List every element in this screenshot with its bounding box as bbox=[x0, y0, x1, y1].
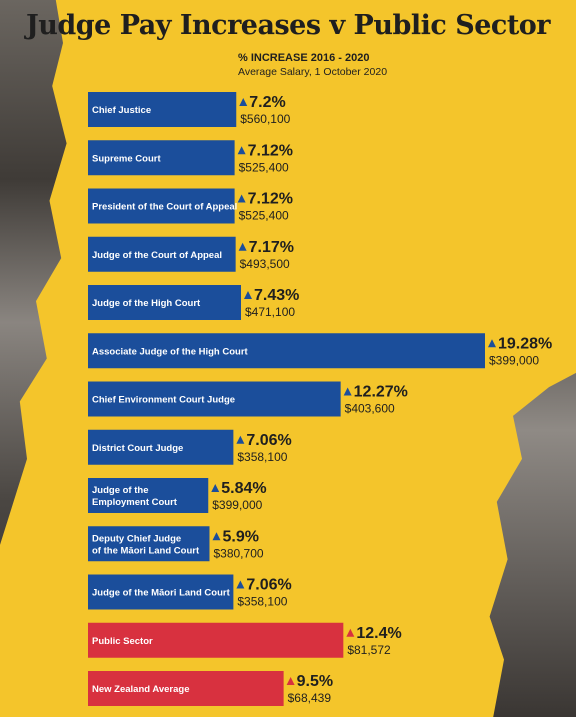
average-salary-label: $525,400 bbox=[239, 209, 289, 223]
bar-category-label: Judge of the High Court bbox=[92, 298, 201, 309]
bar bbox=[88, 622, 344, 658]
average-salary-label: $493,500 bbox=[240, 257, 290, 271]
average-salary-label: $399,000 bbox=[489, 353, 539, 367]
bar-category-label: District Court Judge bbox=[92, 443, 183, 454]
bar bbox=[88, 92, 237, 127]
percent-increase-label: 7.06% bbox=[246, 432, 291, 449]
percent-increase-label: 19.28% bbox=[498, 335, 552, 352]
average-salary-label: $358,100 bbox=[237, 450, 287, 464]
percent-increase-label: 5.9% bbox=[222, 528, 258, 545]
increase-arrow-red-icon bbox=[286, 677, 295, 685]
percent-increase-label: 5.84% bbox=[221, 480, 266, 497]
percent-increase-label: 7.2% bbox=[249, 94, 285, 111]
bar bbox=[88, 671, 284, 706]
bar-category-label: New Zealand Average bbox=[92, 684, 190, 695]
bar bbox=[88, 429, 234, 465]
bar-category-label: Chief Environment Court Judge bbox=[92, 395, 235, 406]
bar-category-label: Judge of the Court of Appeal bbox=[92, 250, 222, 261]
bar-category-label: Employment Court bbox=[92, 497, 178, 508]
percent-increase-label: 7.12% bbox=[248, 142, 293, 159]
bar bbox=[88, 574, 234, 610]
bar-category-label: Public Sector bbox=[92, 636, 153, 647]
increase-arrow-blue-icon bbox=[238, 242, 247, 251]
average-salary-label: $358,100 bbox=[237, 595, 287, 609]
bar-category-label: Associate Judge of the High Court bbox=[92, 346, 249, 357]
bar-category-label: Deputy Chief Judge bbox=[92, 533, 181, 544]
bar bbox=[88, 140, 235, 176]
bar bbox=[88, 526, 210, 562]
average-salary-label: $81,572 bbox=[347, 643, 391, 657]
bar-category-label: Judge of the Māori Land Court bbox=[92, 588, 231, 599]
chart-title: Judge Pay Increases v Public Sector bbox=[25, 10, 551, 41]
average-salary-label: $399,000 bbox=[212, 498, 262, 512]
increase-arrow-blue-icon bbox=[243, 291, 252, 299]
increase-arrow-blue-icon bbox=[237, 146, 246, 155]
bar-category-label: Supreme Court bbox=[92, 153, 161, 164]
average-salary-label: $525,400 bbox=[239, 160, 289, 174]
percent-increase-label: 9.5% bbox=[297, 673, 333, 690]
bar-category-label: Chief Justice bbox=[92, 105, 151, 116]
increase-arrow-blue-icon bbox=[237, 194, 246, 203]
bar bbox=[88, 478, 209, 513]
percent-increase-label: 12.27% bbox=[354, 384, 408, 401]
increase-arrow-blue-icon bbox=[212, 532, 221, 541]
increase-arrow-blue-icon bbox=[236, 580, 245, 589]
bar bbox=[88, 381, 341, 417]
percent-increase-label: 7.06% bbox=[246, 577, 291, 594]
increase-arrow-red-icon bbox=[346, 628, 355, 637]
increase-arrow-blue-icon bbox=[239, 98, 248, 106]
percent-increase-label: 7.17% bbox=[249, 239, 294, 256]
average-salary-label: $471,100 bbox=[245, 305, 295, 319]
bar-category-label: of the Māori Land Court bbox=[92, 545, 200, 556]
average-salary-label: $380,700 bbox=[213, 546, 263, 560]
bar bbox=[88, 236, 236, 272]
percent-increase-label: 12.4% bbox=[356, 625, 401, 642]
percent-increase-label: 7.12% bbox=[248, 191, 293, 208]
average-salary-label: $403,600 bbox=[345, 402, 395, 416]
bar-category-label: President of the Court of Appeal bbox=[92, 202, 237, 213]
increase-arrow-blue-icon bbox=[343, 387, 352, 396]
increase-arrow-blue-icon bbox=[211, 484, 220, 492]
average-salary-label: $68,439 bbox=[288, 691, 332, 705]
increase-arrow-blue-icon bbox=[488, 339, 496, 348]
average-salary-label: $560,100 bbox=[240, 112, 290, 126]
chart-note: Average Salary, 1 October 2020 bbox=[238, 66, 388, 78]
increase-arrow-blue-icon bbox=[236, 435, 245, 444]
percent-increase-label: 7.43% bbox=[254, 287, 299, 304]
chart-subtitle: % INCREASE 2016 - 2020 bbox=[238, 52, 370, 64]
bar bbox=[88, 285, 241, 320]
bar bbox=[88, 188, 235, 224]
bar bbox=[88, 333, 485, 369]
bar-category-label: Judge of the bbox=[92, 485, 148, 496]
